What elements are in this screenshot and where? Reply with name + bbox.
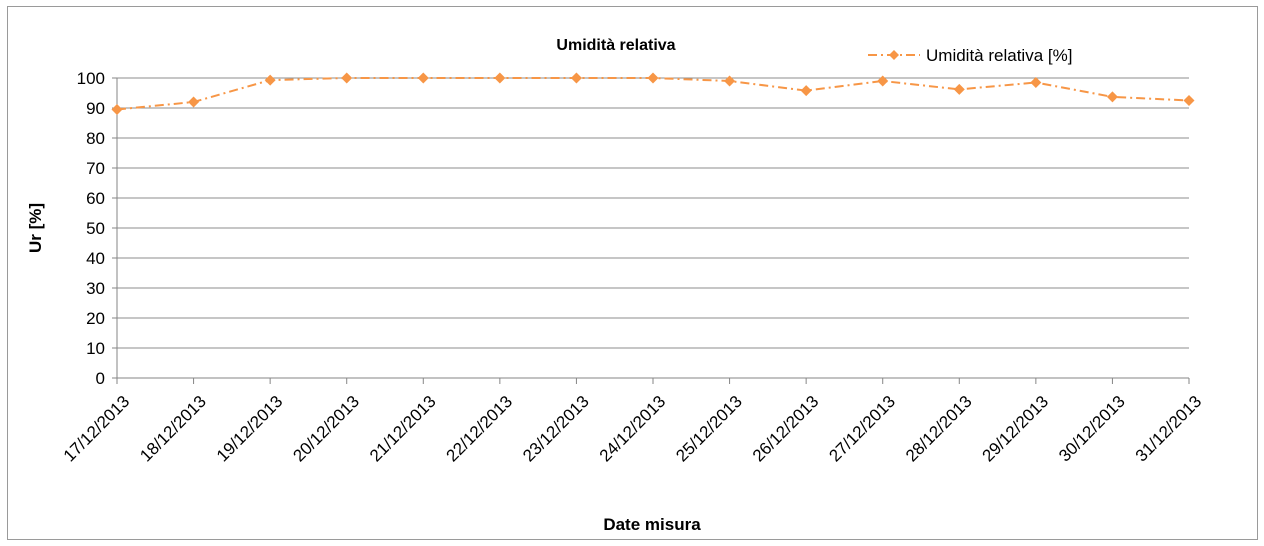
data-point-diamond xyxy=(724,75,736,87)
y-tick-label: 70 xyxy=(86,159,105,178)
data-point-diamond xyxy=(264,74,276,86)
y-tick-label: 10 xyxy=(86,339,105,358)
y-tick-label: 90 xyxy=(86,99,105,118)
legend-label: Umidità relativa [%] xyxy=(926,46,1072,65)
y-tick-label: 20 xyxy=(86,309,105,328)
y-tick-label: 60 xyxy=(86,189,105,208)
data-point-diamond xyxy=(1106,91,1118,103)
y-tick-label: 100 xyxy=(77,69,105,88)
data-point-diamond xyxy=(953,83,965,95)
data-point-diamond xyxy=(111,104,123,115)
y-tick-label: 40 xyxy=(86,249,105,268)
y-tick-label: 0 xyxy=(96,369,105,388)
y-tick-label: 50 xyxy=(86,219,105,238)
chart-title: Umidità relativa xyxy=(556,37,675,54)
legend: Umidità relativa [%] xyxy=(868,46,1072,65)
data-point-diamond xyxy=(1030,77,1042,88)
y-axis-label: Ur [%] xyxy=(26,203,45,253)
data-point-diamond xyxy=(570,72,582,84)
data-point-diamond xyxy=(494,72,506,84)
data-point-diamond xyxy=(188,96,200,108)
data-point-diamond xyxy=(417,72,429,84)
y-tick-label: 30 xyxy=(86,279,105,298)
y-tick-label: 80 xyxy=(86,129,105,148)
data-point-diamond xyxy=(341,72,353,84)
data-point-diamond xyxy=(647,72,659,84)
y-axis-ticks: 0 10 20 30 40 50 60 70 80 90 100 xyxy=(77,69,117,388)
data-point-diamond xyxy=(1183,95,1195,106)
grid xyxy=(116,77,1189,379)
x-axis-label: Date misura xyxy=(603,515,701,534)
data-point-diamond xyxy=(877,75,889,87)
data-point-diamond xyxy=(800,85,812,97)
legend-marker-diamond-icon xyxy=(889,50,899,60)
series-group xyxy=(111,72,1195,115)
